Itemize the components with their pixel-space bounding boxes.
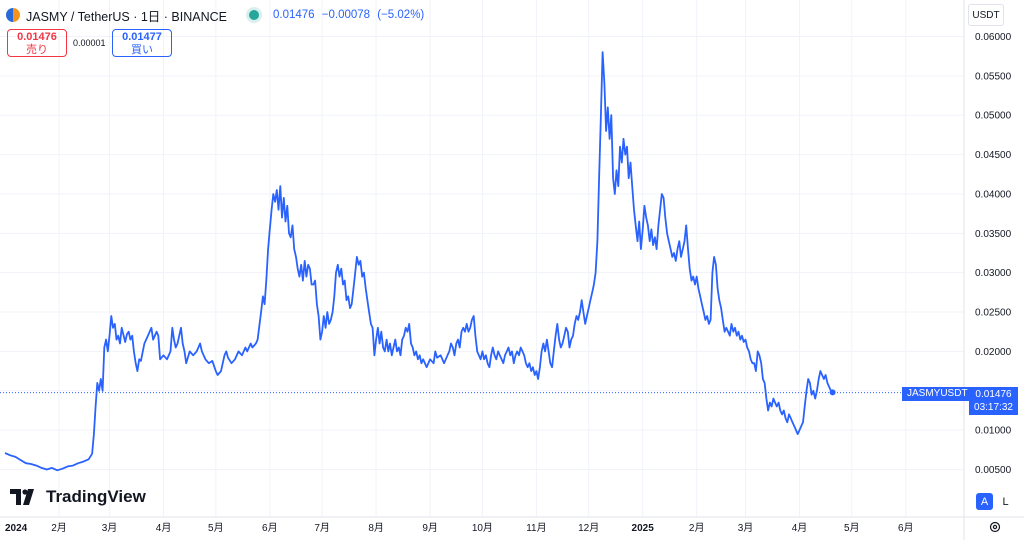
y-tick-label: 0.03000 [975, 268, 1012, 279]
tradingview-logo[interactable]: TradingView [10, 487, 146, 507]
y-tick-label: 0.04000 [975, 189, 1012, 200]
x-tick-label: 2024 [5, 523, 28, 534]
gear-icon[interactable] [987, 519, 1003, 535]
brand-name: TradingView [46, 487, 146, 506]
x-tick-label: 6月 [898, 522, 914, 534]
x-tick-label: 11月 [526, 522, 546, 534]
x-tick-label: 10月 [472, 522, 493, 534]
x-tick-label: 2月 [689, 522, 705, 534]
x-tick-label: 2025 [632, 523, 655, 534]
grid-lines [0, 0, 964, 517]
x-tick-label: 7月 [314, 522, 330, 534]
y-tick-label: 0.06000 [975, 32, 1012, 43]
bar-countdown: 03:17:32 [974, 402, 1013, 413]
log-scale-button[interactable]: L [1002, 495, 1009, 508]
y-tick-label: 0.05000 [975, 111, 1012, 122]
price-series-line [4, 51, 834, 472]
sell-price: 0.01476 [17, 31, 57, 43]
axis-last-price: 0.01476 [975, 389, 1012, 400]
buy-button[interactable]: 0.01477 買い [112, 29, 172, 57]
x-axis-ticks: 2024 2月 3月 4月 5月 6月 7月 8月 9月 10月 11月 12月 2025 2月 3月 4月 5… [5, 522, 914, 534]
y-tick-label: 0.01000 [975, 426, 1012, 437]
y-tick-label: 0.02500 [975, 308, 1012, 319]
price-change-pct: (−5.02%) [377, 9, 425, 21]
settings-gear-glyph [989, 521, 1001, 533]
price-change: −0.00078 [321, 9, 371, 21]
buy-label: 買い [131, 44, 153, 56]
buy-price: 0.01477 [122, 31, 162, 43]
tradingview-logo-icon [10, 489, 34, 505]
y-tick-label: 0.04500 [975, 150, 1012, 161]
x-tick-label: 12月 [578, 522, 599, 534]
y-tick-label: 0.02000 [975, 347, 1012, 358]
y-tick-label: 0.03500 [975, 229, 1012, 240]
price-info: 0.01476 −0.00078 (−5.02%) [273, 9, 428, 21]
y-tick-label: 0.05500 [975, 71, 1012, 82]
symbol-title[interactable]: JASMY / TetherUS · 1日 · BINANCE [26, 9, 227, 24]
x-tick-label: 4月 [792, 522, 808, 534]
last-price-dot [829, 389, 836, 396]
x-tick-label: 3月 [738, 522, 754, 534]
x-tick-label: 9月 [422, 522, 438, 534]
currency-selector[interactable]: USDT [968, 4, 1004, 26]
x-tick-label: 6月 [262, 522, 278, 534]
last-price-axis-label: 0.01476 03:17:32 [969, 387, 1018, 415]
last-price: 0.01476 [272, 9, 315, 21]
chart-header: JASMY / TetherUS · 1日 · BINANCE 0.01476 … [6, 6, 428, 24]
x-tick-label: 4月 [156, 522, 172, 534]
x-tick-label: 5月 [208, 522, 224, 534]
x-tick-label: 8月 [368, 522, 384, 534]
market-status-icon [248, 10, 259, 20]
jasmy-coin-icon [6, 8, 20, 22]
x-tick-label: 3月 [102, 522, 118, 534]
y-tick-label: 0.00500 [975, 465, 1012, 476]
symbol-price-tag: JASMYUSDT [902, 387, 973, 401]
auto-scale-button[interactable]: A [976, 493, 993, 510]
sell-label: 売り [26, 44, 48, 56]
x-tick-label: 5月 [844, 522, 860, 534]
x-tick-label: 2月 [51, 522, 67, 534]
sell-button[interactable]: 0.01476 売り [7, 29, 67, 57]
spread-value: 0.00001 [73, 38, 106, 48]
